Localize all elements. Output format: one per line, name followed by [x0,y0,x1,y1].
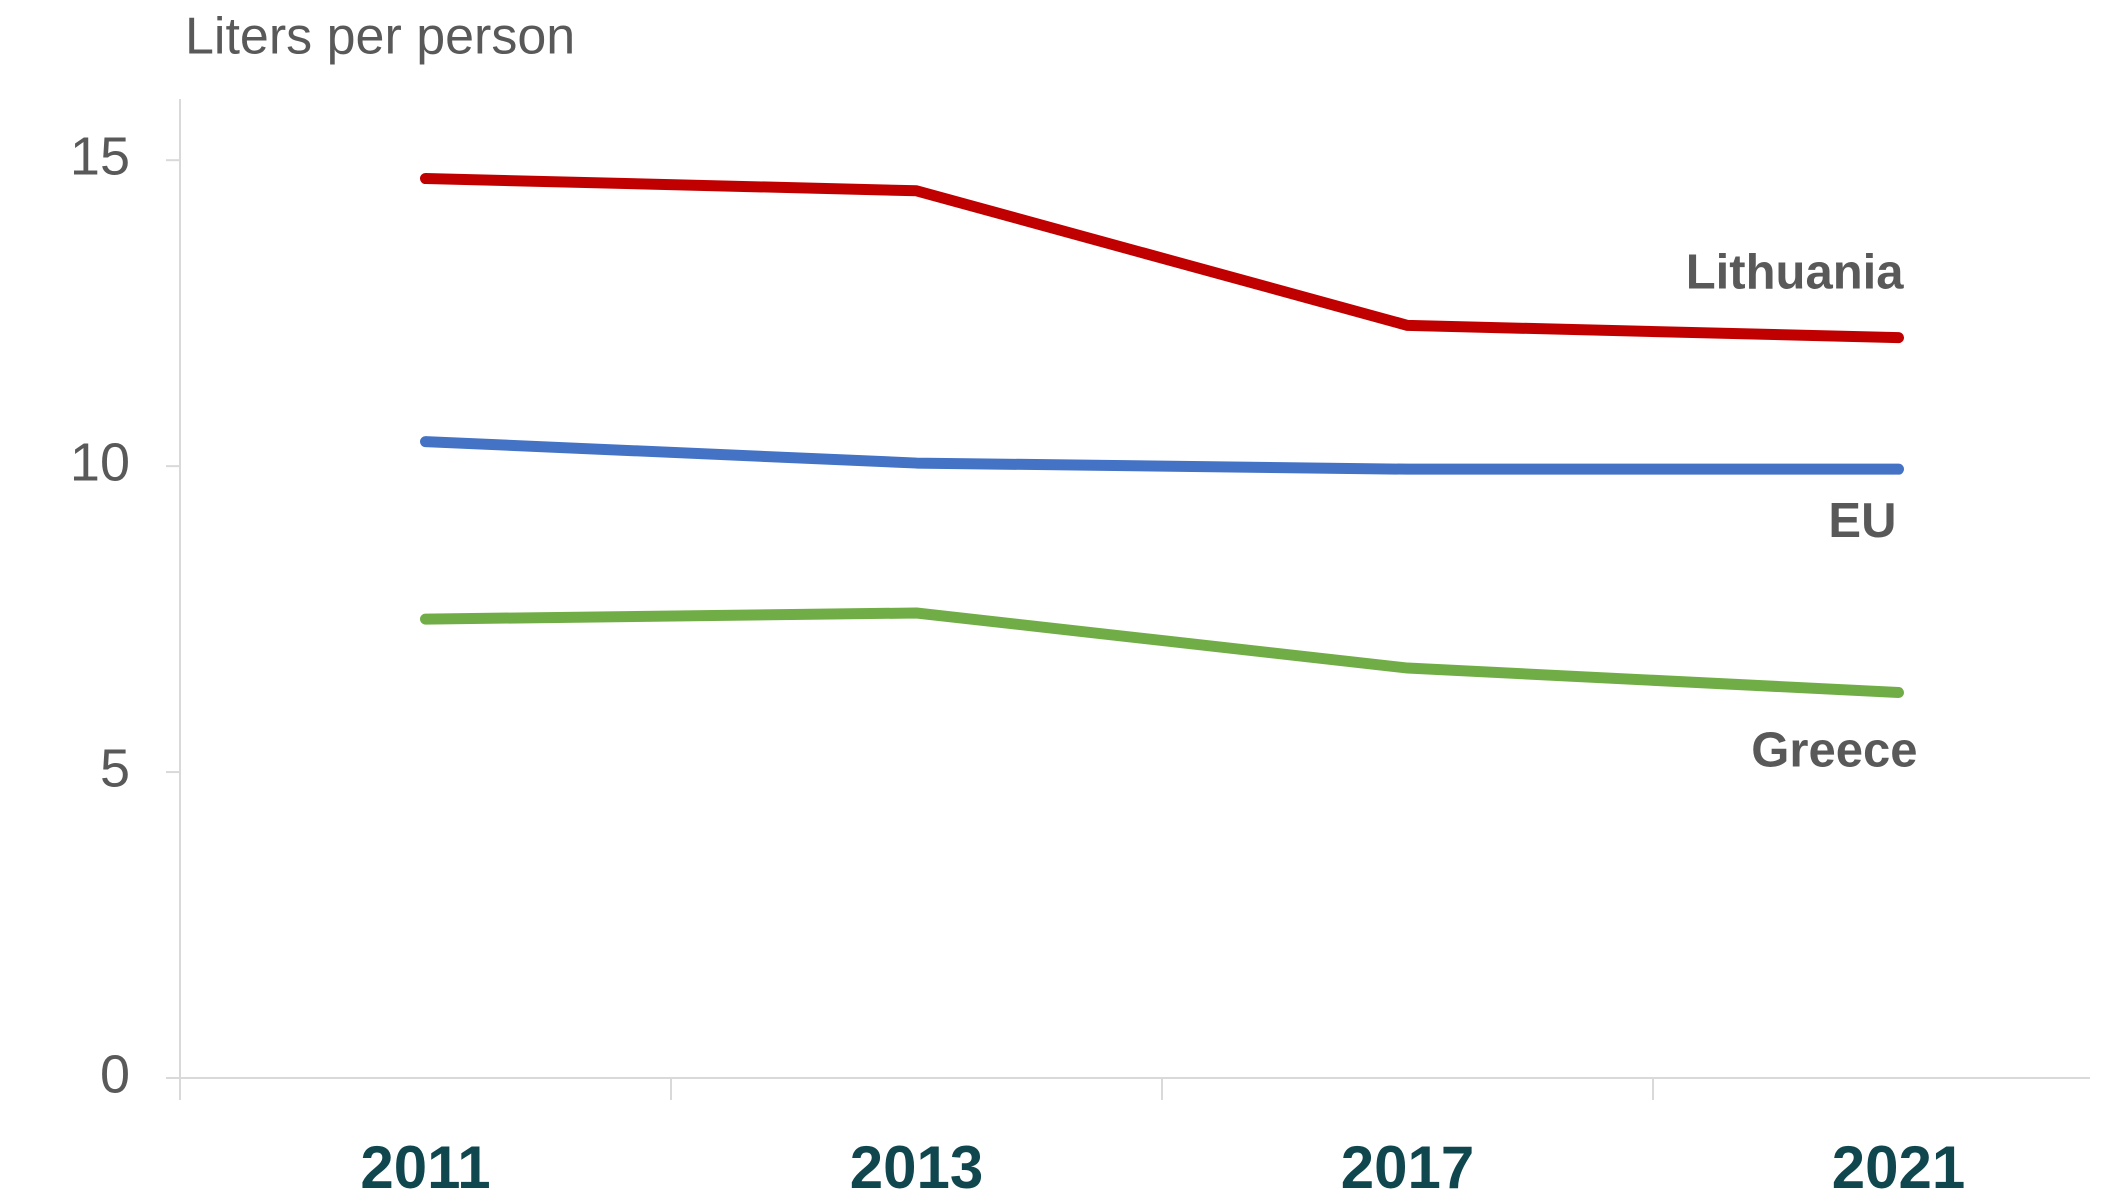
x-tick-label: 2013 [850,1134,983,1201]
y-tick-label: 5 [100,738,130,798]
series-line [420,173,1904,344]
x-tick-label: 2017 [1341,1134,1474,1201]
y-tick-label: 10 [70,432,130,492]
series-label: Greece [1751,723,1917,777]
series-line [420,607,1904,699]
series-line [420,436,1904,475]
y-axis-title: Liters per person [185,8,575,66]
x-tick-label: 2011 [360,1134,490,1201]
series-label: EU [1828,494,1896,548]
y-tick-label: 15 [70,126,130,186]
x-tick-label: 2021 [1832,1134,1965,1201]
y-tick-label: 0 [100,1044,130,1104]
series-label: Lithuania [1686,246,1905,300]
